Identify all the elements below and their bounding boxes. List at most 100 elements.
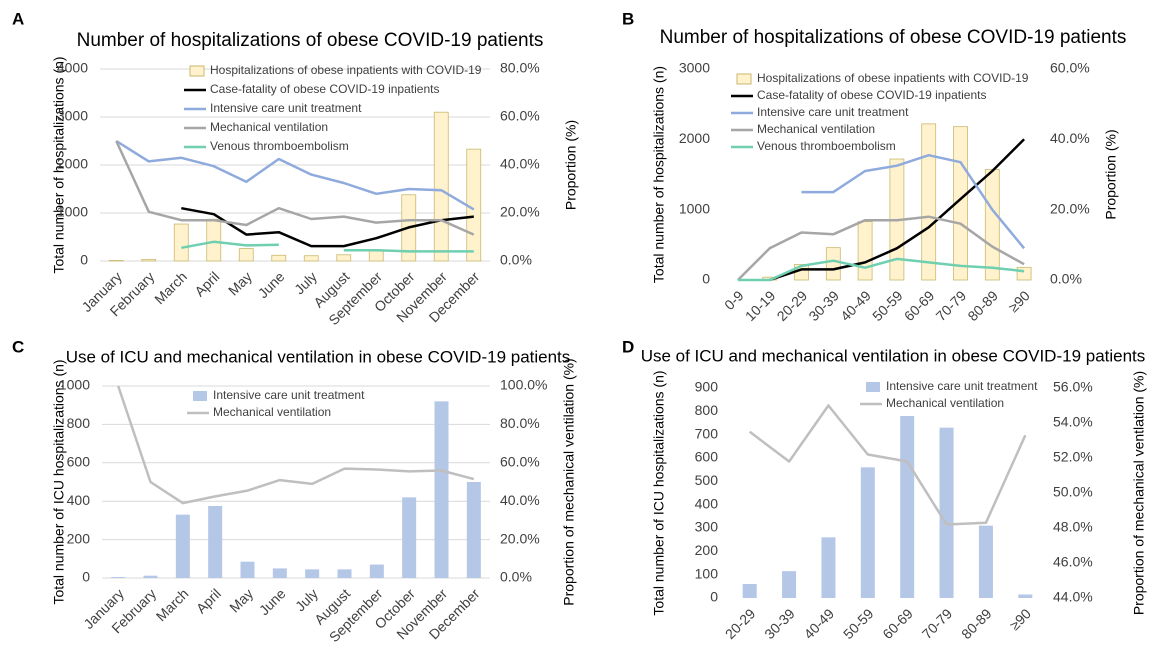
- bar: [272, 568, 287, 578]
- bar: [206, 218, 222, 262]
- y-tick-label: 3000: [57, 108, 88, 124]
- panel-letter: D: [622, 337, 634, 356]
- y2-tick-label: 0.0%: [1050, 271, 1082, 287]
- bar: [857, 221, 873, 281]
- y-tick-label: 200: [695, 542, 719, 558]
- y-tick-label: 1000: [679, 200, 710, 216]
- y2-axis-label: Proportion of mechanical ventilation (%): [561, 358, 577, 605]
- panel-letter: A: [12, 9, 24, 28]
- legend-label: Mechanical ventilation: [757, 122, 875, 136]
- legend-label: Case-fatality of obese COVID-19 inpatien…: [757, 88, 986, 102]
- x-tick-label: ≥90: [1006, 605, 1034, 633]
- y-tick-label: 600: [695, 449, 719, 465]
- y2-tick-label: 40.0%: [500, 492, 540, 508]
- x-tick-label: 40-49: [837, 287, 874, 324]
- panel-letter: B: [622, 9, 634, 28]
- x-tick-label: May: [225, 268, 255, 298]
- y2-tick-label: 50.0%: [1053, 484, 1093, 500]
- x-tick-label: 70-79: [919, 605, 956, 642]
- line-series: [737, 257, 1025, 282]
- chart-title: Number of hospitalizations of obese COVI…: [660, 27, 1127, 48]
- y-tick-label: 200: [67, 530, 91, 546]
- y-tick-label: 500: [695, 472, 719, 488]
- x-tick-label: 50-59: [869, 287, 906, 324]
- y-tick-label: 4000: [57, 60, 88, 76]
- y2-tick-label: 20.0%: [1050, 200, 1090, 216]
- y-tick-label: 400: [67, 492, 91, 508]
- bar: [175, 514, 190, 578]
- y-tick-label: 300: [695, 519, 719, 535]
- x-tick-label: May: [226, 585, 256, 615]
- panel-letter: C: [12, 337, 24, 356]
- legend-label: Venous thromboembolism: [757, 139, 896, 153]
- y2-tick-label: 60.0%: [500, 454, 540, 470]
- legend-swatch: [866, 382, 880, 392]
- x-tick-label: 40-49: [801, 605, 838, 642]
- bar: [825, 247, 841, 281]
- y-tick-label: 2000: [57, 156, 88, 172]
- line-series: [115, 140, 475, 236]
- x-tick-label: 80-89: [958, 605, 995, 642]
- y-tick-label: 2000: [679, 130, 710, 146]
- x-tick-label: 20-29: [722, 605, 759, 642]
- line-series: [117, 385, 475, 505]
- y2-tick-label: 100.0%: [500, 377, 547, 393]
- legend-label: Hospitalizations of obese inpatients wit…: [757, 71, 1029, 85]
- bar: [466, 482, 481, 578]
- x-tick-label: 80-89: [964, 287, 1001, 324]
- x-tick-label: 30-39: [805, 287, 842, 324]
- legend-label: Mechanical ventilation: [210, 120, 328, 134]
- line-series: [181, 240, 474, 253]
- bar: [208, 506, 223, 578]
- x-tick-label: April: [191, 268, 222, 299]
- x-tick-label: 50-59: [840, 605, 877, 642]
- y-tick-label: 800: [695, 402, 719, 418]
- y-tick-label: 400: [695, 495, 719, 511]
- chart-title: Number of hospitalizations of obese COVI…: [77, 30, 544, 51]
- legend-label: Hospitalizations of obese inpatients wit…: [210, 63, 482, 77]
- x-tick-label: April: [193, 585, 224, 616]
- x-tick-label: June: [256, 585, 289, 618]
- y-tick-label: 3000: [679, 60, 710, 76]
- y-tick-label: 1000: [57, 204, 88, 220]
- y-tick-label: 800: [67, 415, 91, 431]
- y2-axis-label: Proportion (%): [1103, 129, 1119, 219]
- legend-label: Venous thromboembolism: [210, 139, 349, 153]
- y2-axis-label: Proportion of mechanical ventlation (%): [1131, 371, 1147, 615]
- line-series: [769, 138, 1025, 282]
- legend-label: Intensive care unit treatment: [886, 379, 1038, 393]
- x-tick-label: 10-19: [742, 287, 779, 324]
- bar: [303, 255, 319, 262]
- y2-tick-label: 40.0%: [1050, 130, 1090, 146]
- y2-tick-label: 80.0%: [500, 60, 540, 76]
- y-tick-label: 1000: [59, 377, 90, 393]
- x-tick-label: 0-9: [721, 287, 747, 313]
- x-tick-label: March: [153, 585, 192, 624]
- y2-tick-label: 20.0%: [500, 204, 540, 220]
- bar: [921, 123, 937, 281]
- y-tick-label: 600: [67, 454, 91, 470]
- y2-tick-label: 80.0%: [500, 415, 540, 431]
- y2-tick-label: 20.0%: [500, 530, 540, 546]
- bar: [1016, 266, 1032, 281]
- bar: [860, 467, 875, 598]
- legend-label: Case-fatality of obese COVID-19 inpatien…: [210, 82, 439, 96]
- line-series: [737, 215, 1025, 281]
- chart-title: Use of ICU and mechanical ventilation in…: [641, 346, 1146, 365]
- x-tick-label: 70-79: [933, 287, 970, 324]
- x-tick-label: 60-69: [901, 287, 938, 324]
- legend-label: Mechanical ventilation: [213, 405, 331, 419]
- x-tick-label: 60-69: [879, 605, 916, 642]
- legend-swatch: [189, 65, 205, 77]
- legend-label: Intensive care unit treatment: [210, 101, 362, 115]
- bar: [369, 564, 384, 578]
- y-tick-label: 0: [82, 569, 90, 585]
- y2-tick-label: 48.0%: [1053, 519, 1093, 535]
- bar: [953, 126, 968, 281]
- x-tick-label: ≥90: [1005, 287, 1033, 315]
- y-axis-label: Total number of hospitalizations (n): [651, 66, 667, 283]
- bar: [978, 525, 993, 598]
- y-axis-label: Total number of ICU hospitalizations (n): [651, 370, 667, 615]
- bar: [238, 248, 254, 262]
- bar: [271, 254, 287, 262]
